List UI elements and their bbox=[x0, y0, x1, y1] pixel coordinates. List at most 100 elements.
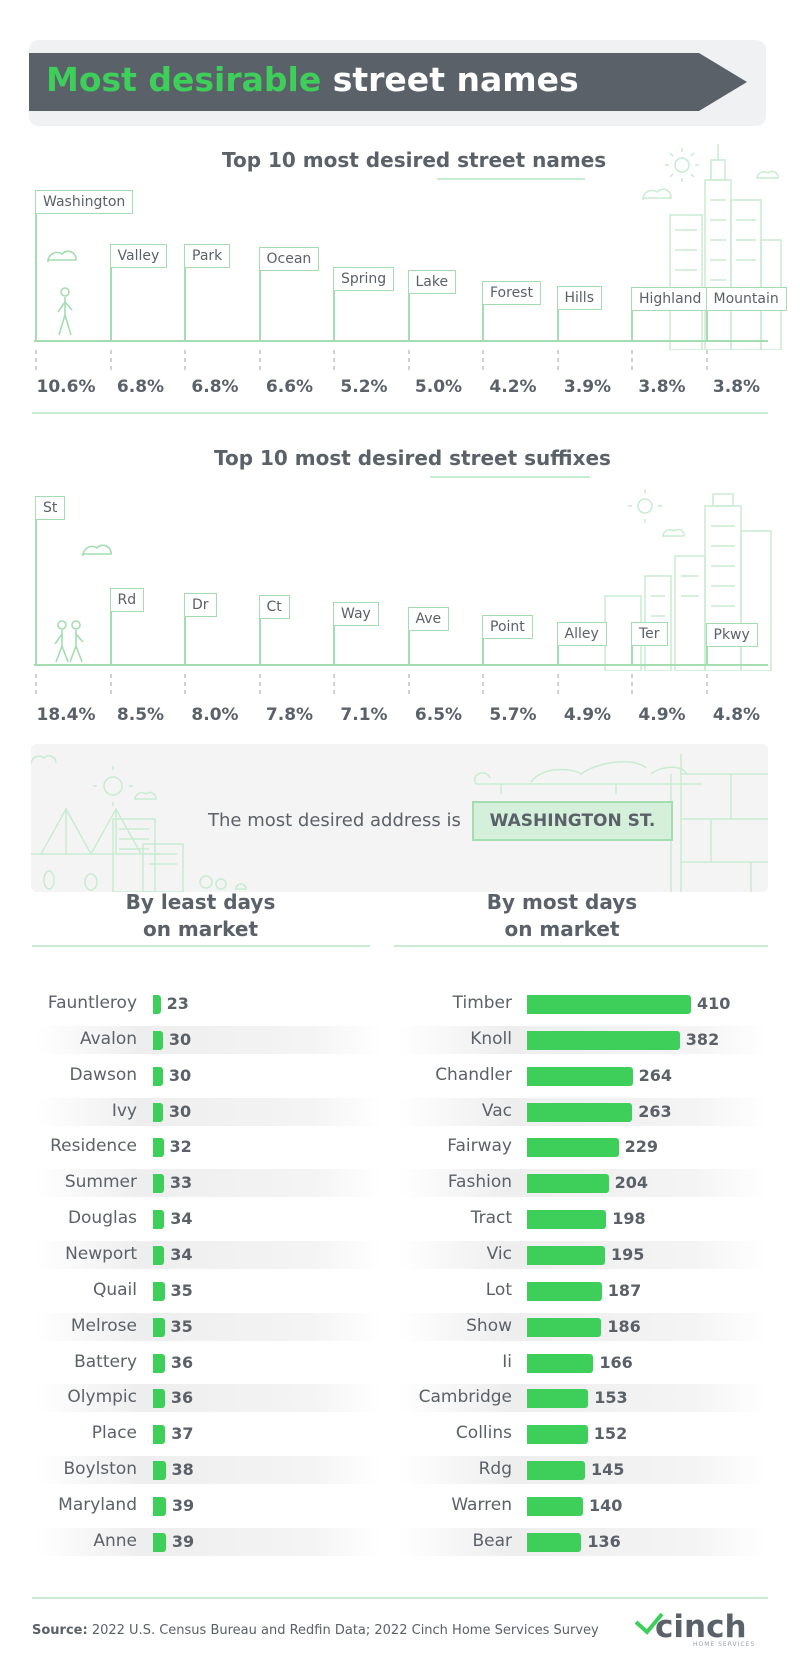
most-days-bar bbox=[527, 995, 691, 1014]
least-days-bar bbox=[153, 1066, 163, 1086]
street-suffix-tick bbox=[556, 674, 559, 678]
address-lead: The most desired address is bbox=[208, 810, 461, 831]
least-days-label: Battery bbox=[74, 1351, 137, 1372]
least-days-divider bbox=[32, 945, 370, 947]
most-days-label: Fairway bbox=[447, 1136, 512, 1157]
checkmark-roof-icon bbox=[634, 1612, 664, 1635]
least-days-value: 34 bbox=[170, 1244, 193, 1264]
street-suffix-flag: Ave bbox=[407, 607, 450, 631]
street-suffix-tick bbox=[631, 690, 633, 694]
most-days-value: 136 bbox=[587, 1531, 621, 1551]
street-name-flag: Lake bbox=[407, 270, 457, 294]
least-days-label: Dawson bbox=[69, 1064, 137, 1085]
most-days-bar bbox=[527, 1030, 680, 1050]
most-days-value: 264 bbox=[638, 1065, 672, 1085]
street-name-pole bbox=[333, 267, 335, 340]
street-suffix-tick bbox=[705, 682, 708, 686]
street-name-tick bbox=[705, 366, 708, 370]
most-days-bar bbox=[527, 1496, 583, 1516]
street-name-tick bbox=[482, 350, 484, 354]
least-days-value: 39 bbox=[171, 1495, 195, 1515]
street-suffix-value: 8.0% bbox=[191, 705, 239, 725]
least-days-value: 37 bbox=[171, 1424, 194, 1444]
street-name-tick bbox=[35, 366, 37, 370]
street-name-tick bbox=[556, 358, 559, 362]
least-days-row-stripe bbox=[36, 1097, 381, 1126]
most-days-value: 166 bbox=[599, 1352, 633, 1372]
street-name-value: 6.8% bbox=[116, 377, 165, 397]
most-days-bar bbox=[527, 1317, 602, 1337]
street-name-value: 3.8% bbox=[638, 377, 686, 397]
most-days-value: 152 bbox=[593, 1424, 628, 1444]
street-suffix-tick bbox=[109, 682, 112, 686]
least-days-bar bbox=[153, 1425, 166, 1445]
most-days-divider bbox=[394, 945, 768, 947]
most-days-bar bbox=[527, 1245, 605, 1265]
street-suffix-tick bbox=[258, 690, 261, 694]
least-days-bar bbox=[153, 1317, 165, 1337]
street-suffix-tick bbox=[333, 674, 335, 678]
street-name-value: 5.0% bbox=[414, 377, 463, 397]
least-days-row-stripe bbox=[36, 1312, 381, 1341]
least-days-bar bbox=[153, 1461, 166, 1481]
most-days-bar bbox=[527, 1102, 633, 1122]
street-suffix-tick bbox=[705, 674, 708, 678]
street-name-flag: Highland bbox=[631, 287, 710, 311]
street-name-pole bbox=[556, 286, 559, 340]
street-suffix-tick bbox=[35, 674, 37, 678]
most-days-bar bbox=[527, 1281, 602, 1301]
least-days-title-line2: on market bbox=[142, 917, 259, 941]
least-days-bar bbox=[153, 1532, 166, 1552]
most-days-bar bbox=[527, 1353, 594, 1373]
most-days-value: 153 bbox=[594, 1388, 628, 1408]
page-title: Most desirable street names bbox=[46, 60, 579, 99]
street-name-tick bbox=[333, 358, 335, 362]
most-days-bar bbox=[527, 1425, 588, 1445]
city-skyline-icon bbox=[642, 144, 782, 350]
least-days-bar bbox=[153, 1210, 165, 1230]
street-name-tick bbox=[184, 350, 186, 354]
street-suffix-tick bbox=[184, 674, 186, 678]
most-days-bar bbox=[527, 1066, 633, 1086]
source-text: 2022 U.S. Census Bureau and Redfin Data;… bbox=[91, 1623, 599, 1638]
most-days-row-stripe bbox=[398, 1527, 768, 1556]
most-days-bar bbox=[527, 1461, 585, 1481]
street-suffix-tick bbox=[184, 690, 186, 694]
street-name-tick bbox=[184, 366, 186, 370]
most-days-bar bbox=[527, 1532, 582, 1552]
most-days-bar bbox=[527, 1138, 619, 1158]
most-days-value: 198 bbox=[612, 1209, 646, 1229]
least-days-value: 38 bbox=[171, 1460, 194, 1480]
most-days-value: 410 bbox=[697, 994, 731, 1013]
street-name-value: 5.2% bbox=[340, 377, 388, 397]
least-days-label: Olympic bbox=[67, 1387, 137, 1408]
least-days-value: 34 bbox=[170, 1209, 193, 1229]
street-suffix-tick bbox=[258, 674, 261, 678]
source-note: Source: 2022 U.S. Census Bureau and Redf… bbox=[32, 1623, 599, 1638]
street-suffix-tick bbox=[333, 690, 335, 694]
least-days-bar bbox=[153, 1353, 165, 1373]
street-name-pole bbox=[184, 244, 186, 340]
street-suffix-flag: Pkwy bbox=[705, 623, 758, 647]
most-days-value: 229 bbox=[624, 1137, 658, 1157]
suffixes-ground-line bbox=[34, 664, 768, 666]
title-rest: street names bbox=[332, 60, 579, 99]
street-name-tick bbox=[333, 366, 335, 370]
street-name-tick bbox=[631, 350, 633, 354]
most-days-label: Chandler bbox=[435, 1064, 512, 1085]
street-name-flag: Park bbox=[184, 244, 231, 268]
least-days-row-stripe bbox=[36, 1456, 381, 1485]
most-days-label: Timber bbox=[452, 993, 512, 1013]
street-suffix-tick bbox=[109, 674, 112, 678]
least-days-value: 36 bbox=[170, 1388, 194, 1408]
street-name-tick bbox=[333, 350, 335, 354]
street-name-pole bbox=[407, 270, 410, 340]
street-name-flag: Ocean bbox=[258, 247, 320, 271]
street-sign-text: WASHINGTON ST. bbox=[489, 811, 656, 831]
least-days-label: Newport bbox=[65, 1243, 137, 1264]
street-name-value: 3.9% bbox=[563, 377, 612, 397]
most-days-label: Collins bbox=[455, 1423, 512, 1444]
least-days-row-stripe bbox=[36, 1384, 381, 1413]
names-ground-line bbox=[34, 340, 768, 342]
couple-walking-icon bbox=[54, 544, 112, 663]
